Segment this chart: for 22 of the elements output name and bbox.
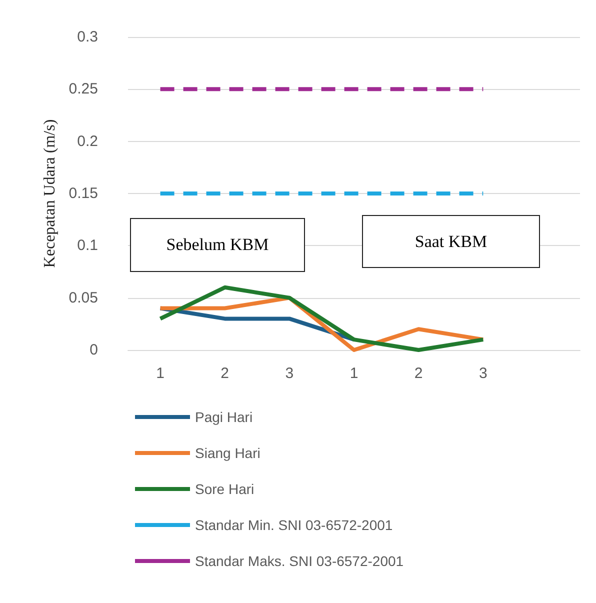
y-tick-label: 0.1: [77, 237, 98, 254]
y-tick-label: 0.15: [68, 185, 98, 202]
y-tick-label: 0.25: [68, 80, 98, 98]
y-tick-label: 0.2: [77, 132, 98, 150]
y-axis-title: Kecepatan Udara (m/s): [41, 119, 58, 268]
y-tick-label: 0.05: [68, 289, 98, 306]
x-tick-label: 2: [414, 365, 423, 382]
legend-label: Sore Hari: [195, 481, 254, 497]
x-tick-label: 1: [156, 365, 164, 382]
x-tick-label: 2: [220, 365, 230, 382]
text-box: Saat KBM: [362, 215, 540, 268]
x-tick-label: 3: [478, 365, 488, 382]
y-tick-label: 0: [90, 342, 98, 358]
text-box: Sebelum KBM: [130, 218, 305, 272]
y-tick-label: 0.3: [77, 28, 98, 46]
x-tick-label: 3: [285, 365, 294, 382]
legend-label: Standar Min. SNI 03-6572-2001: [195, 517, 393, 533]
x-tick-label: 1: [350, 365, 358, 382]
line-series: [158, 285, 486, 352]
legend-label: Standar Maks. SNI 03-6572-2001: [195, 553, 404, 569]
legend-label: Pagi Hari: [195, 409, 253, 425]
legend-label: Siang Hari: [195, 445, 260, 461]
